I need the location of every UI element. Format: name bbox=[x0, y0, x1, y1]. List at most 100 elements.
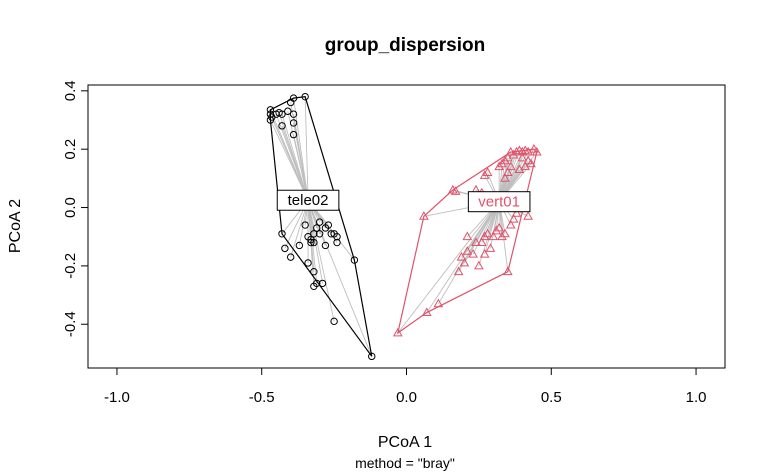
tele02-point bbox=[307, 238, 315, 247]
vert01-point bbox=[459, 257, 470, 267]
tele02-point bbox=[315, 230, 324, 238]
tele02-point bbox=[310, 238, 318, 247]
vert01-point bbox=[511, 208, 522, 217]
vert01-point bbox=[453, 266, 464, 276]
tele02-point bbox=[313, 279, 321, 288]
x-tick-label: 0.5 bbox=[541, 389, 562, 406]
y-tick-label: -0.2 bbox=[62, 253, 79, 279]
tele02-segment bbox=[307, 200, 335, 322]
vert01-point bbox=[479, 248, 490, 258]
vert01-point bbox=[456, 251, 467, 261]
tele02-point bbox=[266, 106, 275, 114]
tele02-point bbox=[333, 238, 341, 247]
vert01-point bbox=[419, 211, 429, 220]
tele02-point bbox=[327, 230, 335, 238]
tele02-point bbox=[310, 268, 318, 276]
spider-segments bbox=[269, 96, 538, 357]
x-tick-label: -0.5 bbox=[249, 389, 275, 406]
tele02-point bbox=[315, 218, 324, 226]
vert01-point bbox=[502, 266, 513, 276]
vert01-point bbox=[517, 152, 528, 162]
vert01-point bbox=[468, 248, 478, 258]
vert01-point bbox=[502, 167, 513, 176]
vert01-centroid-box bbox=[467, 191, 531, 213]
x-axis-title: PCoA 1 bbox=[378, 434, 432, 451]
tele02-point bbox=[284, 107, 292, 115]
x-axis: -1.0 -0.5 0.0 0.5 1.0 bbox=[104, 367, 706, 406]
vert01-point bbox=[500, 228, 510, 238]
vert01-point bbox=[482, 228, 493, 238]
vert01-point bbox=[421, 307, 432, 317]
vert01-point bbox=[462, 246, 473, 255]
vert01-point bbox=[526, 158, 536, 168]
vert01-segment bbox=[397, 201, 500, 334]
sample-points bbox=[266, 92, 542, 361]
vert01-point bbox=[479, 231, 490, 241]
tele02-point bbox=[310, 230, 318, 238]
y-tick-label: 0.0 bbox=[62, 197, 79, 218]
tele02-point bbox=[286, 253, 295, 261]
tele02-point bbox=[289, 94, 298, 102]
vert01-point bbox=[511, 146, 522, 156]
vert01-point bbox=[505, 219, 516, 229]
vert01-point bbox=[474, 260, 484, 270]
vert01-point bbox=[392, 327, 403, 337]
vert01-point bbox=[523, 211, 533, 220]
tele02-point bbox=[281, 244, 289, 253]
tele02-point bbox=[301, 221, 309, 229]
tele02-centroid-box bbox=[276, 189, 340, 211]
vert01-point bbox=[479, 170, 490, 179]
vert01-point bbox=[476, 237, 487, 246]
tele02-point bbox=[324, 221, 333, 229]
vert01-point bbox=[508, 213, 519, 223]
chart-title: group_dispersion bbox=[325, 35, 485, 56]
tele02-point bbox=[289, 130, 298, 139]
vert01-point bbox=[517, 146, 528, 156]
tele02-point bbox=[368, 352, 376, 361]
tele02-point bbox=[301, 92, 309, 101]
x-axis-subtitle: method = "bray" bbox=[355, 455, 455, 471]
group-hulls bbox=[269, 96, 538, 357]
tele02-point bbox=[266, 116, 275, 124]
tele02-point bbox=[278, 122, 286, 130]
y-axis-title: PCoA 2 bbox=[7, 199, 24, 253]
vert01-point bbox=[462, 231, 473, 241]
vert01-point bbox=[497, 231, 507, 241]
vert01-point bbox=[471, 237, 481, 246]
tele02-point bbox=[333, 233, 341, 241]
vert01-hull bbox=[396, 148, 538, 335]
vert01-point bbox=[433, 298, 444, 308]
tele02-segment bbox=[293, 134, 309, 201]
tele02-segment bbox=[307, 200, 323, 284]
tele02-centroid-label: tele02 bbox=[288, 192, 329, 209]
vert01-point bbox=[485, 243, 496, 252]
vert01-point bbox=[523, 146, 533, 156]
centroid-labels: tele02 vert01 bbox=[276, 189, 531, 213]
vert01-point bbox=[494, 161, 504, 171]
vert01-centroid-label: vert01 bbox=[478, 194, 520, 211]
vert01-point bbox=[488, 231, 499, 241]
plot-frame bbox=[87, 84, 726, 369]
tele02-segment bbox=[281, 114, 309, 201]
vert01-point bbox=[531, 146, 542, 156]
tele02-point bbox=[350, 256, 359, 264]
y-tick-label: 0.4 bbox=[62, 80, 79, 101]
vert01-point bbox=[494, 222, 504, 232]
tele02-point bbox=[318, 279, 327, 288]
tele02-segment bbox=[270, 119, 309, 201]
vert01-point bbox=[505, 161, 516, 171]
tele02-point bbox=[313, 224, 321, 232]
tele02-hull bbox=[269, 96, 373, 357]
tele02-point bbox=[289, 110, 298, 118]
tele02-point bbox=[321, 241, 330, 250]
tele02-point bbox=[289, 119, 298, 127]
tele02-segment bbox=[304, 96, 309, 201]
tele02-segment bbox=[307, 200, 318, 284]
vert01-point bbox=[450, 186, 461, 195]
tele02-point bbox=[278, 110, 286, 118]
tele02-point bbox=[295, 241, 304, 250]
tele02-point bbox=[330, 317, 338, 326]
tele02-point bbox=[278, 230, 286, 238]
vert01-point bbox=[491, 225, 502, 235]
